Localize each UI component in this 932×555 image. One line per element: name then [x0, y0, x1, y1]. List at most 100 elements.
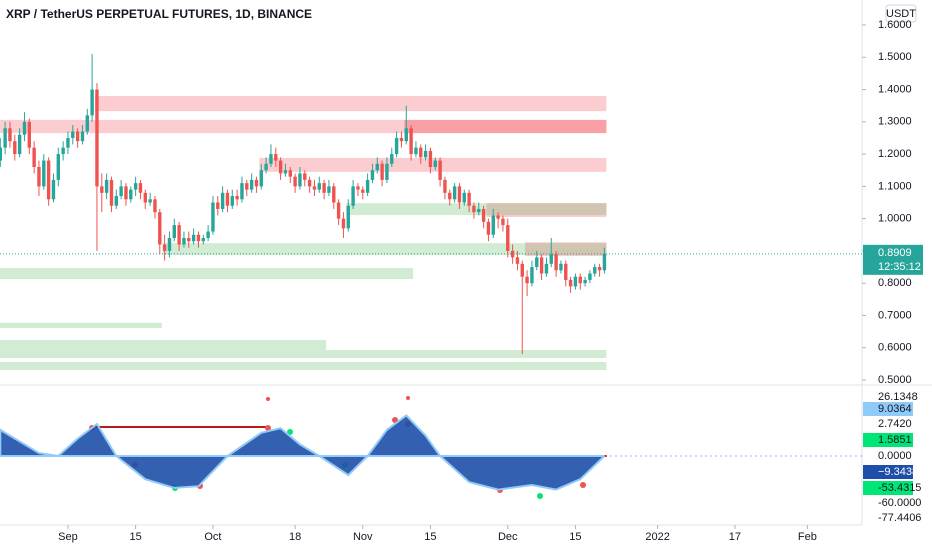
indicator-badge	[863, 402, 913, 416]
candle-body	[544, 263, 549, 274]
indicator-tick-label: -53.4315	[878, 482, 921, 494]
candle-body	[588, 273, 592, 280]
candle-body	[341, 218, 346, 229]
candle-body	[409, 128, 413, 155]
candle-body	[206, 231, 210, 238]
candle-body	[491, 215, 495, 235]
y-tick-label: 0.5000	[878, 374, 912, 386]
y-tick-label: 0.8000	[878, 277, 912, 289]
candle-body	[191, 234, 196, 242]
zone	[0, 119, 607, 134]
candle-body	[597, 267, 602, 271]
y-tick-label: 1.0000	[878, 213, 912, 225]
candle-body	[535, 257, 539, 268]
zone	[162, 243, 607, 256]
candle-body	[264, 163, 268, 171]
candle-body	[477, 208, 481, 213]
candle-body	[472, 205, 476, 213]
candle-body	[365, 179, 370, 193]
zone	[0, 349, 607, 359]
x-tick-label: 18	[289, 531, 301, 543]
candle-body	[414, 147, 418, 155]
indicator-badge	[863, 433, 913, 447]
indicator-tick-label: -77.4406	[878, 512, 921, 524]
indicator-badge	[863, 481, 913, 495]
candle-body	[602, 253, 607, 271]
countdown: 12:35:12	[878, 261, 921, 273]
candle-body	[240, 183, 244, 200]
y-tick-label: 1.2000	[878, 148, 912, 160]
candle-body	[274, 154, 278, 161]
candle-body	[583, 279, 587, 284]
candle-body	[254, 179, 259, 187]
candle-body	[462, 192, 466, 203]
zone	[0, 322, 162, 329]
candle-body	[385, 163, 389, 180]
x-tick-label: 2022	[645, 531, 669, 543]
y-tick-label: 0.7000	[878, 309, 912, 321]
y-tick-label: 1.3000	[878, 116, 912, 128]
candle-body	[75, 131, 80, 142]
candle-body	[433, 160, 437, 167]
candle-body	[423, 150, 428, 158]
candle-body	[438, 160, 442, 180]
oscillator-area	[0, 414, 606, 491]
candle-body	[317, 183, 321, 190]
candle-body	[327, 186, 331, 193]
candle-body	[259, 170, 263, 187]
candle-body	[3, 128, 7, 148]
candle-body	[486, 221, 491, 235]
candle-body	[167, 238, 172, 251]
candle-body	[182, 238, 186, 245]
candle-body	[37, 167, 41, 187]
candle-body	[230, 196, 234, 206]
candle-body	[235, 196, 239, 200]
candle-body	[225, 192, 230, 206]
candle-body	[278, 160, 283, 174]
candle-body	[303, 173, 307, 180]
candle-body	[564, 263, 568, 280]
currency[interactable]: USDT	[886, 8, 916, 20]
candle-body	[216, 202, 220, 209]
candle-body	[375, 163, 379, 171]
candle-body	[448, 192, 452, 200]
chart-title: XRP / TetherUS PERPETUAL FUTURES, 1D, BI…	[6, 7, 312, 21]
candle-body	[104, 179, 109, 193]
candle-body	[143, 192, 147, 203]
candle-body	[95, 89, 99, 187]
candle-body	[46, 160, 51, 200]
candle-body	[361, 189, 365, 193]
candle-body	[220, 192, 225, 209]
candle-body	[153, 199, 157, 213]
candle-body	[443, 179, 447, 193]
y-tick-label: 1.4000	[878, 83, 912, 95]
candle-body	[510, 250, 515, 258]
indicator-tick-label: 0.0000	[878, 450, 912, 462]
candle-body	[394, 137, 399, 155]
candle-body	[332, 186, 336, 203]
candle-body	[201, 238, 205, 242]
currency-box[interactable]	[885, 4, 917, 23]
x-tick-label: Sep	[58, 531, 78, 543]
candle-body	[457, 186, 462, 203]
candle-body	[520, 263, 524, 277]
indicator-badge	[863, 465, 913, 479]
candle-body	[336, 202, 341, 219]
candle-body	[109, 179, 114, 206]
candle-body	[573, 276, 578, 287]
candle-body	[162, 244, 167, 251]
candle-body	[249, 179, 254, 190]
candle-body	[288, 170, 292, 177]
candle-body	[80, 131, 85, 142]
candle-body	[404, 128, 408, 142]
zone	[0, 339, 327, 350]
candle-body	[245, 183, 249, 190]
candle-body	[211, 202, 215, 232]
x-tick-label: 17	[729, 531, 741, 543]
indicator-tick-label: 26.1348	[878, 391, 918, 403]
candle-body	[133, 183, 138, 190]
indicator-tick-label: 9.0364	[878, 403, 912, 415]
x-tick-label: 15	[424, 531, 436, 543]
zone	[0, 268, 414, 279]
